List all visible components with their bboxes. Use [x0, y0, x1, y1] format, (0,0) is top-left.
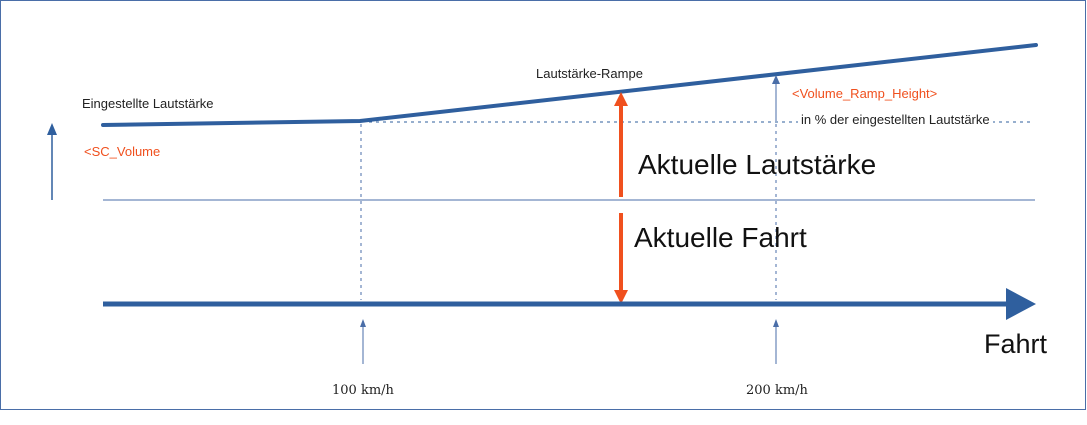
- speed-100-arrow-icon: [360, 319, 366, 364]
- volume-curve: [101, 43, 1038, 127]
- ramp-label: Lautstärke-Rampe: [536, 66, 643, 81]
- current-volume-label: Aktuelle Lautstärke: [638, 149, 877, 180]
- current-speed-label: Aktuelle Fahrt: [634, 222, 807, 253]
- speed-200-arrow-icon: [773, 319, 779, 364]
- speed-100-label: 100 km/h: [332, 383, 394, 398]
- current-value-double-arrow-icon: [614, 92, 628, 304]
- set-volume-label: Eingestellte Lautstärke: [82, 96, 214, 111]
- volume-axis-arrow-icon: [47, 123, 57, 200]
- x-axis-arrow-icon: [103, 288, 1036, 320]
- percent-note-label: in % der eingestellten Lautstärke: [798, 112, 993, 127]
- speed-200-label: 200 km/h: [746, 383, 808, 398]
- ramp-height-label: <Volume_Ramp_Height>: [792, 86, 938, 101]
- sc-volume-label: <SC_Volume: [84, 144, 161, 159]
- diagram-frame: [0, 0, 1086, 410]
- x-axis-label: Fahrt: [984, 329, 1048, 359]
- ramp-height-arrow-icon: [772, 75, 780, 121]
